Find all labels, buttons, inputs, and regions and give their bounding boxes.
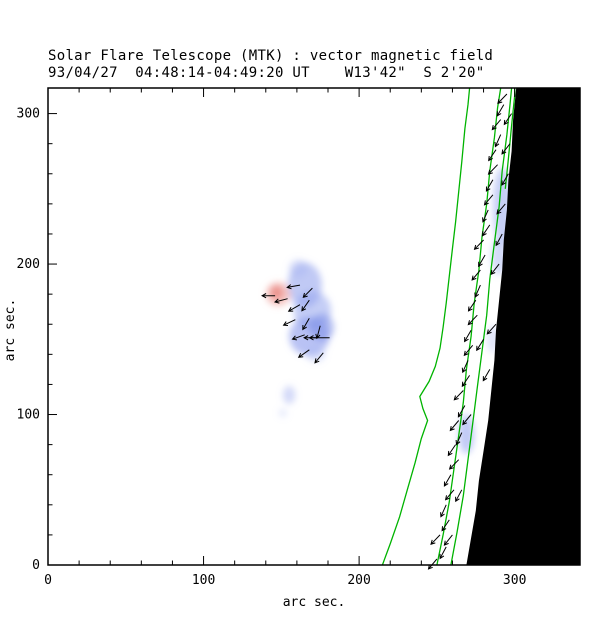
vector-arrow	[308, 335, 330, 341]
vector-arrow	[487, 164, 498, 175]
vector-arrow	[453, 390, 464, 401]
vector-arrow	[503, 113, 513, 126]
vector-arrow	[441, 519, 450, 532]
x-tick-label: 100	[192, 573, 215, 588]
flux-patch	[270, 285, 283, 300]
vector-arrow	[501, 143, 511, 155]
green-contour-line	[450, 87, 513, 566]
vector-arrow	[481, 224, 491, 237]
vector-arrow	[447, 444, 457, 457]
vector-arrow	[497, 93, 508, 105]
y-tick-label: 0	[32, 558, 40, 573]
green-contour-line	[381, 87, 471, 566]
vector-arrows	[261, 93, 513, 570]
vector-arrow	[444, 489, 455, 501]
vector-arrow	[461, 360, 469, 374]
vector-arrow	[495, 233, 503, 247]
flux-patch	[282, 386, 296, 404]
vector-arrow	[478, 254, 486, 268]
x-tick-label: 200	[347, 573, 370, 588]
vector-arrow	[488, 149, 497, 162]
vector-arrow	[443, 474, 452, 487]
vector-arrow	[439, 546, 447, 560]
flux-patch	[279, 409, 287, 417]
y-axis-label: arc sec.	[3, 299, 18, 362]
vector-arrow	[486, 323, 497, 335]
vector-arrow	[297, 349, 310, 358]
vector-arrow	[440, 504, 447, 518]
vector-arrow	[474, 284, 481, 298]
vector-arrow	[491, 119, 502, 131]
vector-arrow	[287, 304, 301, 312]
vector-arrow	[448, 459, 460, 470]
x-tick-label: 300	[503, 573, 526, 588]
x-axis-label: arc sec.	[283, 595, 346, 610]
vector-arrow	[282, 319, 296, 326]
vector-arrow	[482, 369, 491, 382]
vector-arrow	[496, 203, 506, 215]
flux-patch	[289, 259, 308, 278]
vector-arrow	[273, 298, 288, 304]
vector-arrow	[482, 209, 489, 223]
vector-arrow	[462, 414, 472, 426]
vector-arrow	[301, 299, 310, 312]
vector-arrow	[302, 317, 310, 331]
vector-arrow	[467, 314, 478, 326]
plot-subtitle: 93/04/27 04:48:14-04:49:20 UT W13'42" S …	[48, 65, 484, 81]
flux-patch	[306, 346, 325, 362]
vector-arrow	[314, 352, 324, 364]
vector-arrow	[501, 173, 509, 186]
vector-arrow	[476, 339, 485, 352]
vector-arrow	[464, 330, 472, 343]
plot-render-layer	[261, 87, 580, 570]
vector-arrow	[467, 299, 477, 312]
vector-arrow	[427, 558, 438, 570]
vector-arrow	[457, 405, 466, 418]
off-limb-region	[466, 88, 580, 565]
vector-arrow	[473, 239, 484, 251]
axis-ticks-layer: 0 100 200 300 0 100 200 300	[17, 88, 580, 588]
solar-limb-black-region	[466, 88, 580, 565]
vector-arrow	[443, 534, 453, 546]
vector-arrow	[483, 194, 494, 206]
vector-arrow	[302, 287, 313, 299]
vector-arrow	[291, 334, 305, 341]
flux-patch	[309, 313, 335, 341]
y-tick-label: 300	[17, 107, 40, 122]
vector-arrow	[496, 104, 505, 117]
vector-arrow	[490, 263, 500, 276]
y-tick-label: 200	[17, 257, 40, 272]
vector-arrow	[463, 344, 474, 357]
vector-arrow	[449, 420, 460, 432]
vector-arrow	[485, 179, 494, 192]
vector-arrow	[286, 284, 301, 290]
y-tick-label: 100	[17, 408, 40, 423]
vector-arrow	[261, 293, 276, 299]
vector-arrow	[471, 269, 481, 281]
vector-arrow	[461, 375, 471, 388]
plot-axes-box	[47, 87, 581, 566]
x-tick-label: 0	[44, 573, 52, 588]
vector-arrow	[455, 432, 463, 446]
vector-arrow	[430, 534, 441, 546]
plot-title: Solar Flare Telescope (MTK) : vector mag…	[48, 48, 493, 64]
vector-arrow	[494, 134, 502, 148]
vector-arrow	[455, 489, 463, 503]
